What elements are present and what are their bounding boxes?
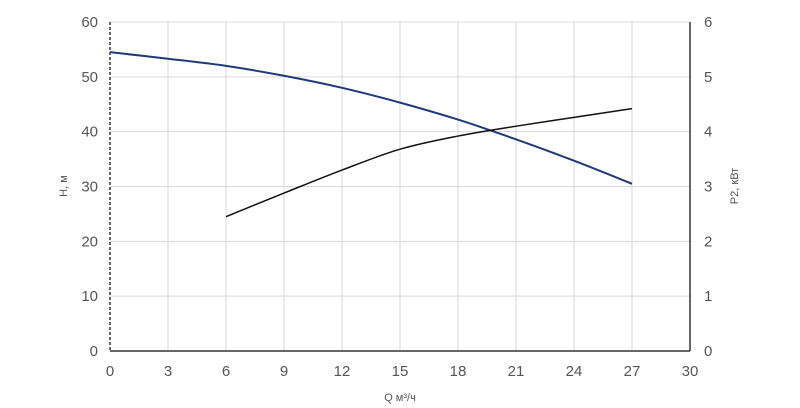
x-tick-label: 12 <box>334 363 351 380</box>
x-tick-label: 18 <box>450 363 467 380</box>
x-tick-label: 0 <box>106 363 114 380</box>
x-tick-label: 15 <box>392 363 409 380</box>
y-left-tick-label: 10 <box>81 288 98 305</box>
x-tick-label: 21 <box>508 363 525 380</box>
series-layer <box>109 51 633 218</box>
y-right-axis-title: P2, кВт <box>729 168 741 204</box>
y-left-axis-title: H, м <box>58 175 70 197</box>
y-right-tick-label: 4 <box>704 124 712 141</box>
x-tick-labels: 0 3 6 9 12 15 18 21 24 27 30 <box>106 363 699 380</box>
y-right-tick-label: 1 <box>704 288 712 305</box>
y-right-tick-label: 3 <box>704 179 712 196</box>
y-left-tick-label: 30 <box>81 179 98 196</box>
x-tick-label: 3 <box>164 363 172 380</box>
y-right-tick-label: 0 <box>704 343 712 360</box>
x-tick-label: 24 <box>566 363 583 380</box>
y-left-tick-label: 0 <box>90 343 98 360</box>
y-right-tick-label: 5 <box>704 69 712 86</box>
x-axis-title: Q м³/ч <box>384 392 416 404</box>
y-left-tick-label: 50 <box>81 69 98 86</box>
y-left-tick-label: 20 <box>81 233 98 250</box>
y-left-tick-label: 40 <box>81 124 98 141</box>
y-right-tick-label: 2 <box>704 233 712 250</box>
y-left-tick-labels: 0 10 20 30 40 50 60 <box>81 14 98 360</box>
grid <box>110 21 690 351</box>
head-curve-line <box>109 51 633 185</box>
power-curve-line <box>225 107 633 218</box>
y-right-tick-labels: 0 1 2 3 4 5 6 <box>704 14 712 360</box>
x-tick-label: 30 <box>682 363 699 380</box>
x-tick-label: 27 <box>624 363 641 380</box>
y-right-tick-label: 6 <box>704 14 712 31</box>
x-tick-label: 9 <box>280 363 288 380</box>
y-left-tick-label: 60 <box>81 14 98 31</box>
x-tick-label: 6 <box>222 363 230 380</box>
